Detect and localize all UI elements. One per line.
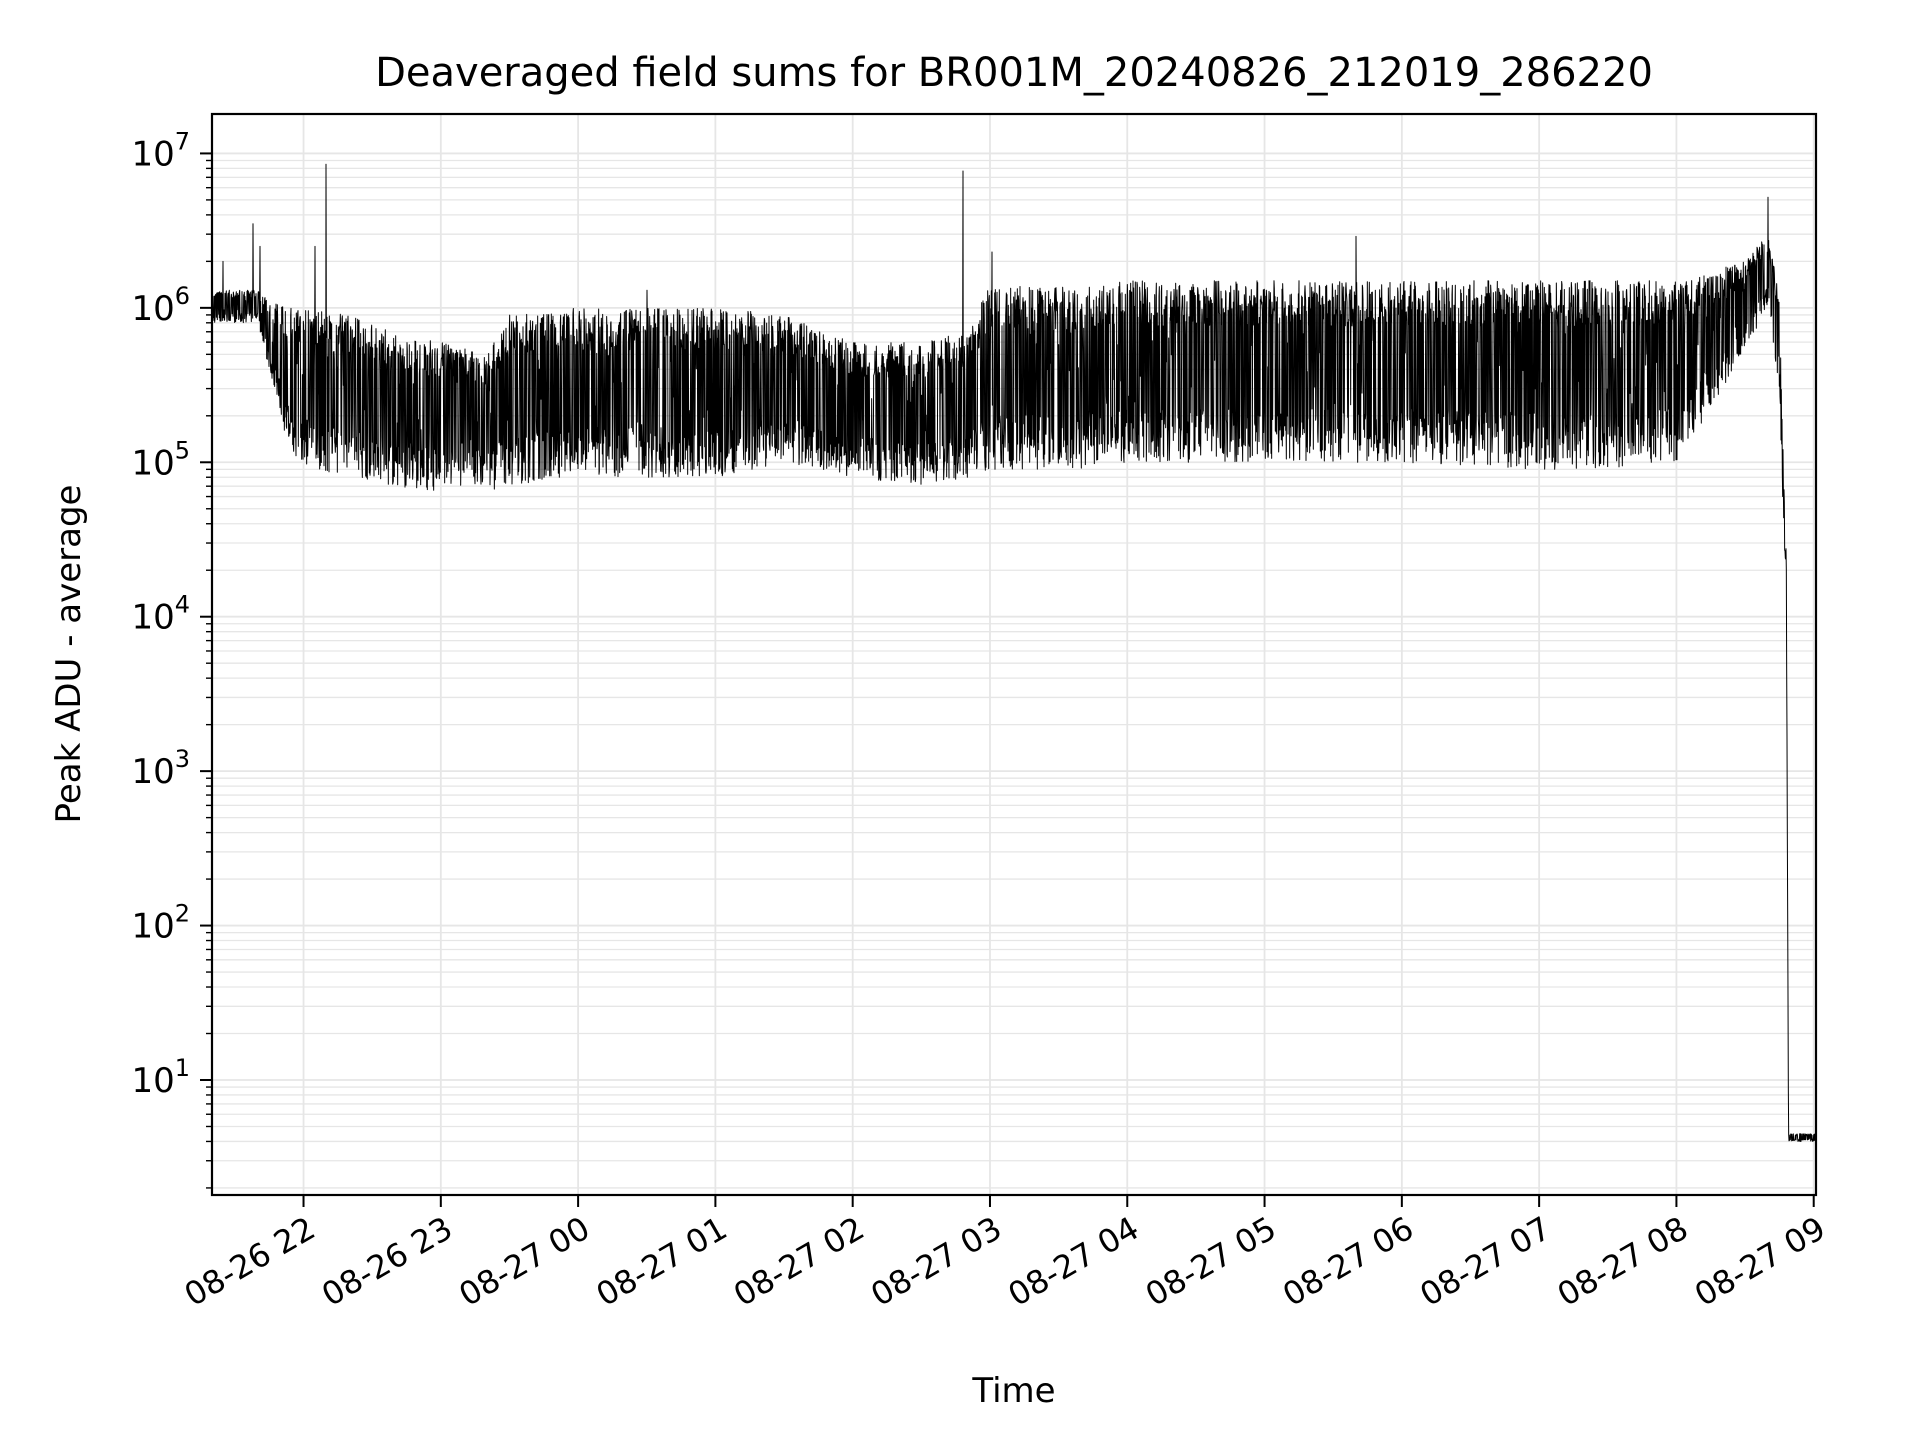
axes-frame [210,112,1818,1197]
x-tick-label: 08-27 07 [1414,1209,1558,1314]
x-tick-label: 08-26 23 [315,1209,459,1314]
x-tick-label: 08-27 00 [453,1209,597,1314]
plot-area [211,163,1817,1142]
x-tick-label: 08-27 04 [1002,1209,1146,1314]
x-tick-label: 08-27 01 [590,1209,734,1314]
x-tick-label: 08-26 22 [178,1209,322,1314]
x-tick-label: 08-27 06 [1276,1209,1420,1314]
y-tick-label: 107 [131,127,190,174]
y-tick-label: 101 [131,1054,190,1101]
y-tick-label: 102 [131,900,190,947]
x-tick-label: 08-27 09 [1688,1209,1832,1314]
chart-title: Deaveraged field sums for BR001M_2024082… [375,50,1653,96]
y-tick-label: 105 [131,436,190,483]
x-tick-label: 08-27 05 [1139,1209,1283,1314]
x-axis-label: Time [971,1371,1055,1411]
x-tick-label: 08-27 02 [727,1209,871,1314]
x-tick-label: 08-27 08 [1551,1209,1695,1314]
y-tick-label: 106 [131,282,190,329]
y-axis-label: Peak ADU - average [49,485,89,824]
grid [212,114,1816,1195]
x-tick-label: 08-27 03 [864,1209,1008,1314]
y-tick-label: 104 [131,591,190,638]
y-tick-label: 103 [131,745,190,792]
data-series-line [211,163,1817,1142]
